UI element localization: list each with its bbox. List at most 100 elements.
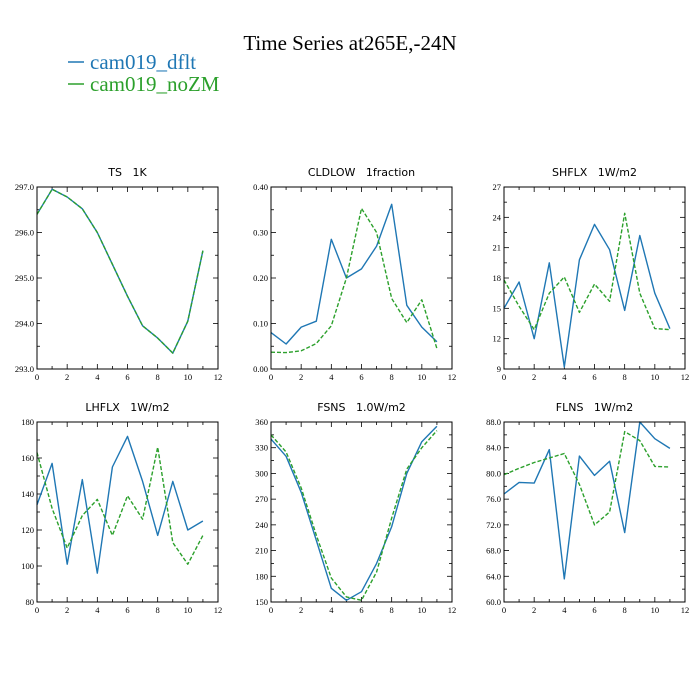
x-tick-label: 12 [214,605,223,615]
y-tick-label: 0.00 [253,364,268,374]
y-tick-label: 160 [21,453,34,463]
x-tick-label: 8 [623,605,627,615]
y-tick-label: 72.0 [486,520,501,530]
x-tick-label: 8 [390,372,394,382]
x-tick-label: 6 [125,605,129,615]
y-tick-label: 80 [26,597,35,607]
x-tick-label: 4 [329,372,334,382]
plot-frame [270,421,453,603]
y-tick-label: 180 [255,571,268,581]
y-tick-label: 60.0 [486,597,501,607]
x-tick-label: 8 [156,605,160,615]
y-tick-label: 300 [255,468,268,478]
panel-lhflx: LHFLX 1W/m2 0 2 4 6 8 10 12 80 100 120 140 160 180 [21,401,222,615]
legend-label-dflt: cam019_dflt [90,50,196,74]
x-tick-label: 4 [329,605,334,615]
series-line-cam019-dflt [503,223,671,368]
y-tick-label: 88.0 [486,417,501,427]
x-tick-label: 12 [448,605,457,615]
plot-frame [36,186,219,370]
series-line-cam019-nozm [36,446,204,565]
x-tick-label: 10 [651,372,660,382]
panel-title-flns: FLNS 1W/m2 [556,401,633,414]
y-tick-label: 0.30 [253,228,268,238]
y-tick-label: 21 [493,243,502,253]
x-tick-label: 6 [359,372,363,382]
x-tick-label: 0 [35,605,39,615]
y-tick-label: 330 [255,443,268,453]
x-tick-label: 0 [502,372,506,382]
y-tick-label: 295.0 [15,273,34,283]
series-line-cam019-nozm [270,430,438,601]
x-tick-label: 6 [125,372,129,382]
y-tick-label: 180 [21,417,34,427]
panel-title-shflx: SHFLX 1W/m2 [552,166,637,179]
x-tick-label: 2 [65,605,69,615]
y-tick-label: 15 [493,303,502,313]
x-tick-label: 0 [269,605,273,615]
panel-title-ts: TS 1K [107,166,147,179]
panel-fsns: FSNS 1.0W/m2 0 2 4 6 8 10 12 150 180 210 240 270 300 3… [255,401,456,615]
x-tick-label: 0 [35,372,39,382]
x-tick-label: 10 [651,605,660,615]
series-line-cam019-dflt [36,188,204,354]
x-tick-label: 2 [532,372,536,382]
y-tick-label: 76.0 [486,494,501,504]
panel-title-lhflx: LHFLX 1W/m2 [85,401,169,414]
y-tick-label: 0.20 [253,273,268,283]
y-tick-label: 80.0 [486,468,501,478]
x-tick-label: 12 [214,372,223,382]
x-tick-label: 0 [269,372,273,382]
y-tick-label: 270 [255,494,268,504]
legend-label-nozm: cam019_noZM [90,72,220,96]
series-line-cam019-nozm [503,212,670,331]
legend: cam019_dflt cam019_noZM [68,50,220,96]
panel-title-cldlow: CLDLOW 1fraction [308,166,415,179]
x-tick-label: 10 [418,372,427,382]
x-tick-label: 4 [95,372,100,382]
panel-cldlow: CLDLOW 1fraction 0 2 4 6 8 10 12 0.00 0.10 0.20 0.3… [253,166,456,382]
x-tick-label: 10 [418,605,427,615]
y-tick-label: 100 [21,561,34,571]
x-tick-label: 6 [592,372,596,382]
x-tick-label: 4 [562,372,567,382]
x-tick-label: 2 [299,605,303,615]
y-tick-label: 12 [493,334,502,344]
y-tick-label: 64.0 [486,571,501,581]
panels-grid: TS 1K 0 2 4 6 8 10 12 293.0 294.0 295.0 296.0 297.0 C… [15,166,689,615]
x-tick-label: 10 [184,605,193,615]
y-tick-label: 0.10 [253,319,268,329]
y-tick-label: 9 [497,364,501,374]
y-tick-label: 140 [21,489,34,499]
x-tick-label: 12 [448,372,457,382]
x-tick-label: 8 [390,605,394,615]
series-line-cam019-nozm [270,207,438,354]
y-tick-label: 293.0 [15,364,34,374]
series-line-cam019-dflt [503,421,671,580]
series-line-cam019-nozm [36,188,204,354]
series-line-cam019-dflt [36,435,204,574]
x-tick-label: 8 [156,372,160,382]
x-tick-label: 2 [65,372,69,382]
panel-flns: FLNS 1W/m2 0 2 4 6 8 10 12 60.0 64.0 68.0 72.0 76.0 8… [486,401,689,615]
plot-frame [270,186,453,370]
x-tick-label: 12 [681,605,690,615]
y-tick-label: 297.0 [15,182,34,192]
plot-frame [36,421,219,603]
y-tick-label: 294.0 [15,319,34,329]
x-tick-label: 10 [184,372,193,382]
x-tick-label: 8 [623,372,627,382]
figure-title: Time Series at265E,-24N [243,31,456,55]
y-tick-label: 150 [255,597,268,607]
y-tick-label: 27 [493,182,502,192]
x-tick-label: 2 [299,372,303,382]
y-tick-label: 210 [255,546,268,556]
y-tick-label: 120 [21,525,34,535]
y-tick-label: 296.0 [15,228,34,238]
x-tick-label: 4 [95,605,100,615]
x-tick-label: 4 [562,605,567,615]
y-tick-label: 0.40 [253,182,268,192]
panel-ts: TS 1K 0 2 4 6 8 10 12 293.0 294.0 295.0 296.0 297.0 [15,166,222,382]
